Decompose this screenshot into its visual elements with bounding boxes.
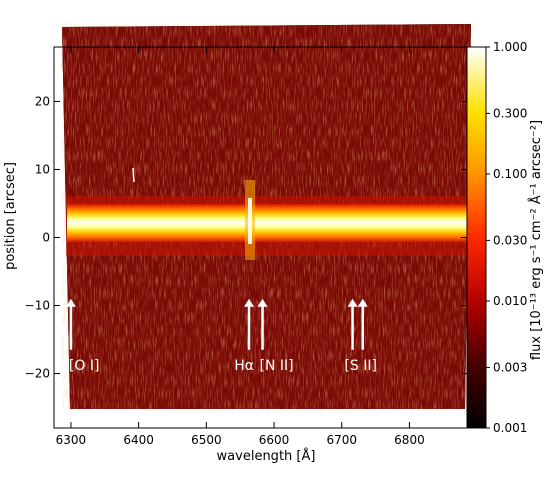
- emission-line-label: [S II]: [344, 358, 377, 374]
- emission-line-marker: [N II]: [257, 298, 294, 374]
- y-tick-label: 0: [42, 231, 50, 245]
- y-axis-label: position [arcsec]: [3, 162, 18, 270]
- emission-line-marker: [S II]: [344, 298, 377, 374]
- colorbar-label: flux [10⁻¹³ erg s⁻¹ cm⁻² Å⁻¹ arcsec⁻²]: [528, 120, 544, 360]
- emission-line-label: [N II]: [260, 358, 294, 374]
- arrow-head: [347, 298, 358, 307]
- colorbar-tick-label: 0.001: [493, 421, 527, 435]
- emission-line-markers: [O I] Hα [N II] [S II]: [65, 298, 377, 374]
- spectrum-image: [62, 24, 471, 409]
- continuum-band: [67, 204, 467, 242]
- colorbar-tick-label: 0.010: [493, 294, 527, 308]
- x-axis-label: wavelength [Å]: [217, 448, 316, 464]
- colorbar-gradient: [466, 46, 487, 429]
- arrow-head: [65, 298, 76, 307]
- x-tick-label: 6500: [191, 433, 222, 447]
- y-tick-label: 20: [35, 94, 50, 108]
- arrow-head: [357, 298, 368, 307]
- x-tick-label: 6400: [123, 433, 154, 447]
- y-tick-label: 10: [35, 162, 50, 176]
- emission-line-marker: Hα: [234, 298, 254, 374]
- plot-frame: [53, 46, 468, 429]
- y-tick-label: −20: [25, 367, 50, 381]
- colorbar-tick-label: 0.003: [493, 360, 527, 374]
- y-tick-label: −10: [25, 299, 50, 313]
- arrow-head: [257, 298, 268, 307]
- emission-line-label: Hα: [234, 358, 254, 374]
- colorbar: 1.000 0.300 0.100 0.030 0.010 0.003 0.001 flux…: [466, 40, 544, 435]
- halpha-line-core: [248, 198, 252, 244]
- x-axis: 6300 6400 6500 6600 6700 6800: [56, 47, 425, 447]
- colorbar-tick-label: 1.000: [493, 40, 527, 54]
- arrow-head: [243, 298, 254, 307]
- x-tick-label: 6600: [259, 433, 290, 447]
- y-axis: 20 10 0 −10 −20: [25, 94, 467, 381]
- x-tick-label: 6800: [394, 433, 425, 447]
- colorbar-ticks: 1.000 0.300 0.100 0.030 0.010 0.003 0.001: [486, 40, 527, 435]
- colorbar-tick-label: 0.300: [493, 106, 527, 120]
- colorbar-tick-label: 0.030: [493, 233, 527, 247]
- colorbar-tick-label: 0.100: [493, 167, 527, 181]
- cosmic-ray-streak: [132, 167, 135, 183]
- emission-line-marker: [O I]: [65, 298, 100, 374]
- emission-line-label: [O I]: [69, 358, 100, 374]
- x-tick-label: 6300: [56, 433, 87, 447]
- x-tick-label: 6700: [326, 433, 357, 447]
